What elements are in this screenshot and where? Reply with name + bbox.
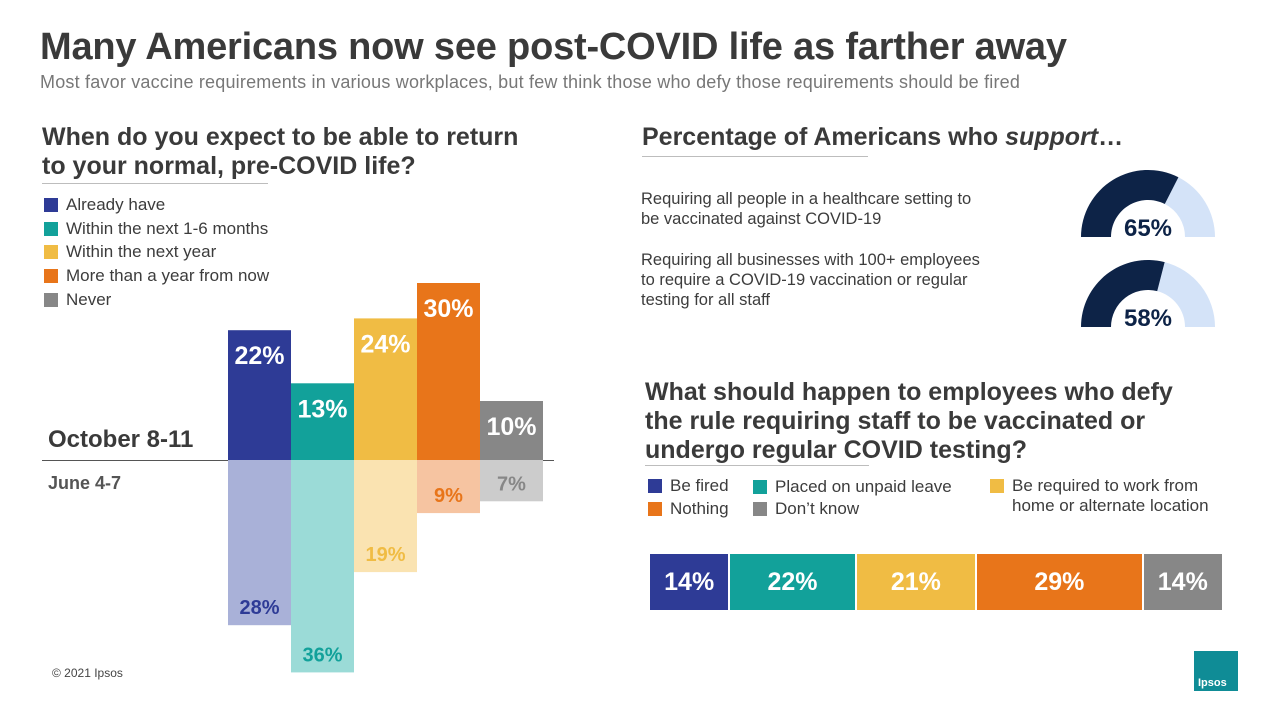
legend-item-more-than-year: More than a year from now (44, 266, 269, 286)
legend-item-be-fired: Be fired (648, 476, 729, 496)
bar-october-3 (417, 283, 480, 460)
support-item-businesses: Requiring all businesses with 100+ emplo… (641, 251, 980, 309)
bar-october-4 (480, 401, 543, 460)
legend-item-already-have: Already have (44, 195, 165, 215)
legend-item-1-6-months: Within the next 1-6 months (44, 219, 268, 239)
bar-october-0 (228, 330, 291, 460)
label-october-0: 22% (234, 342, 284, 370)
gauge-remainder-1 (1157, 262, 1215, 327)
defy-legend: Be fired Nothing Placed on unpaid leave … (648, 476, 1248, 536)
label-june-3: 9% (434, 485, 463, 507)
label-june-0: 28% (239, 597, 279, 619)
return-question-divider (42, 183, 268, 184)
page-title: Many Americans now see post-COVID life a… (40, 26, 1067, 68)
copyright: © 2021 Ipsos (52, 666, 123, 680)
label-october-1: 13% (297, 395, 347, 423)
legend-item-unpaid-leave: Placed on unpaid leave (753, 477, 952, 497)
legend-swatch (44, 293, 58, 307)
gauge-value-0: 65% (1124, 215, 1172, 242)
period-label-june: June 4-7 (48, 473, 122, 493)
bar-june-0 (228, 460, 291, 626)
ipsos-logo: Ipsos (1194, 651, 1238, 691)
legend-swatch (753, 480, 767, 494)
gauge-remainder-0 (1164, 177, 1215, 237)
legend-swatch (648, 479, 662, 493)
legend-swatch (753, 502, 767, 516)
legend-item-nothing: Nothing (648, 499, 729, 519)
support-item-healthcare: Requiring all people in a healthcare set… (641, 190, 972, 228)
page-subtitle: Most favor vaccine requirements in vario… (40, 72, 1021, 92)
legend-swatch (44, 222, 58, 236)
bar-june-3 (417, 460, 480, 514)
legend-swatch (990, 479, 1004, 493)
legend-item-never: Never (44, 290, 111, 310)
legend-item-work-from-home: Be required to work from home or alternat… (990, 476, 1209, 516)
return-question-line2: to your normal, pre-COVID life? (42, 152, 416, 180)
label-october-3: 30% (423, 295, 473, 323)
bar-june-4 (480, 460, 543, 502)
legend-item-next-year: Within the next year (44, 242, 216, 262)
return-legend: Already have Within the next 1-6 months … (44, 195, 344, 315)
bar-june-2 (354, 460, 417, 573)
return-question: When do you expect to be able to return … (42, 123, 518, 181)
bar-october-2 (354, 318, 417, 460)
bar-june-1 (291, 460, 354, 673)
label-october-4: 10% (486, 413, 536, 441)
bar-october-1 (291, 383, 354, 460)
defy-question: What should happen to employees who defy… (645, 378, 1173, 464)
support-title: Percentage of Americans who support… (642, 123, 1124, 151)
gauge-fill-0 (1081, 170, 1179, 237)
defy-question-divider (645, 465, 869, 466)
label-october-2: 24% (360, 330, 410, 358)
legend-swatch (648, 502, 662, 516)
label-june-4: 7% (497, 473, 526, 495)
period-label-october: October 8-11 (48, 426, 194, 453)
gauge-fill-1 (1081, 260, 1165, 327)
legend-swatch (44, 269, 58, 283)
legend-item-dont-know: Don’t know (753, 499, 859, 519)
label-june-2: 19% (365, 544, 405, 566)
legend-swatch (44, 198, 58, 212)
gauge-value-1: 58% (1124, 305, 1172, 332)
legend-swatch (44, 245, 58, 259)
label-june-1: 36% (302, 644, 342, 666)
support-title-divider (642, 156, 868, 157)
return-question-line1: When do you expect to be able to return (42, 123, 519, 151)
